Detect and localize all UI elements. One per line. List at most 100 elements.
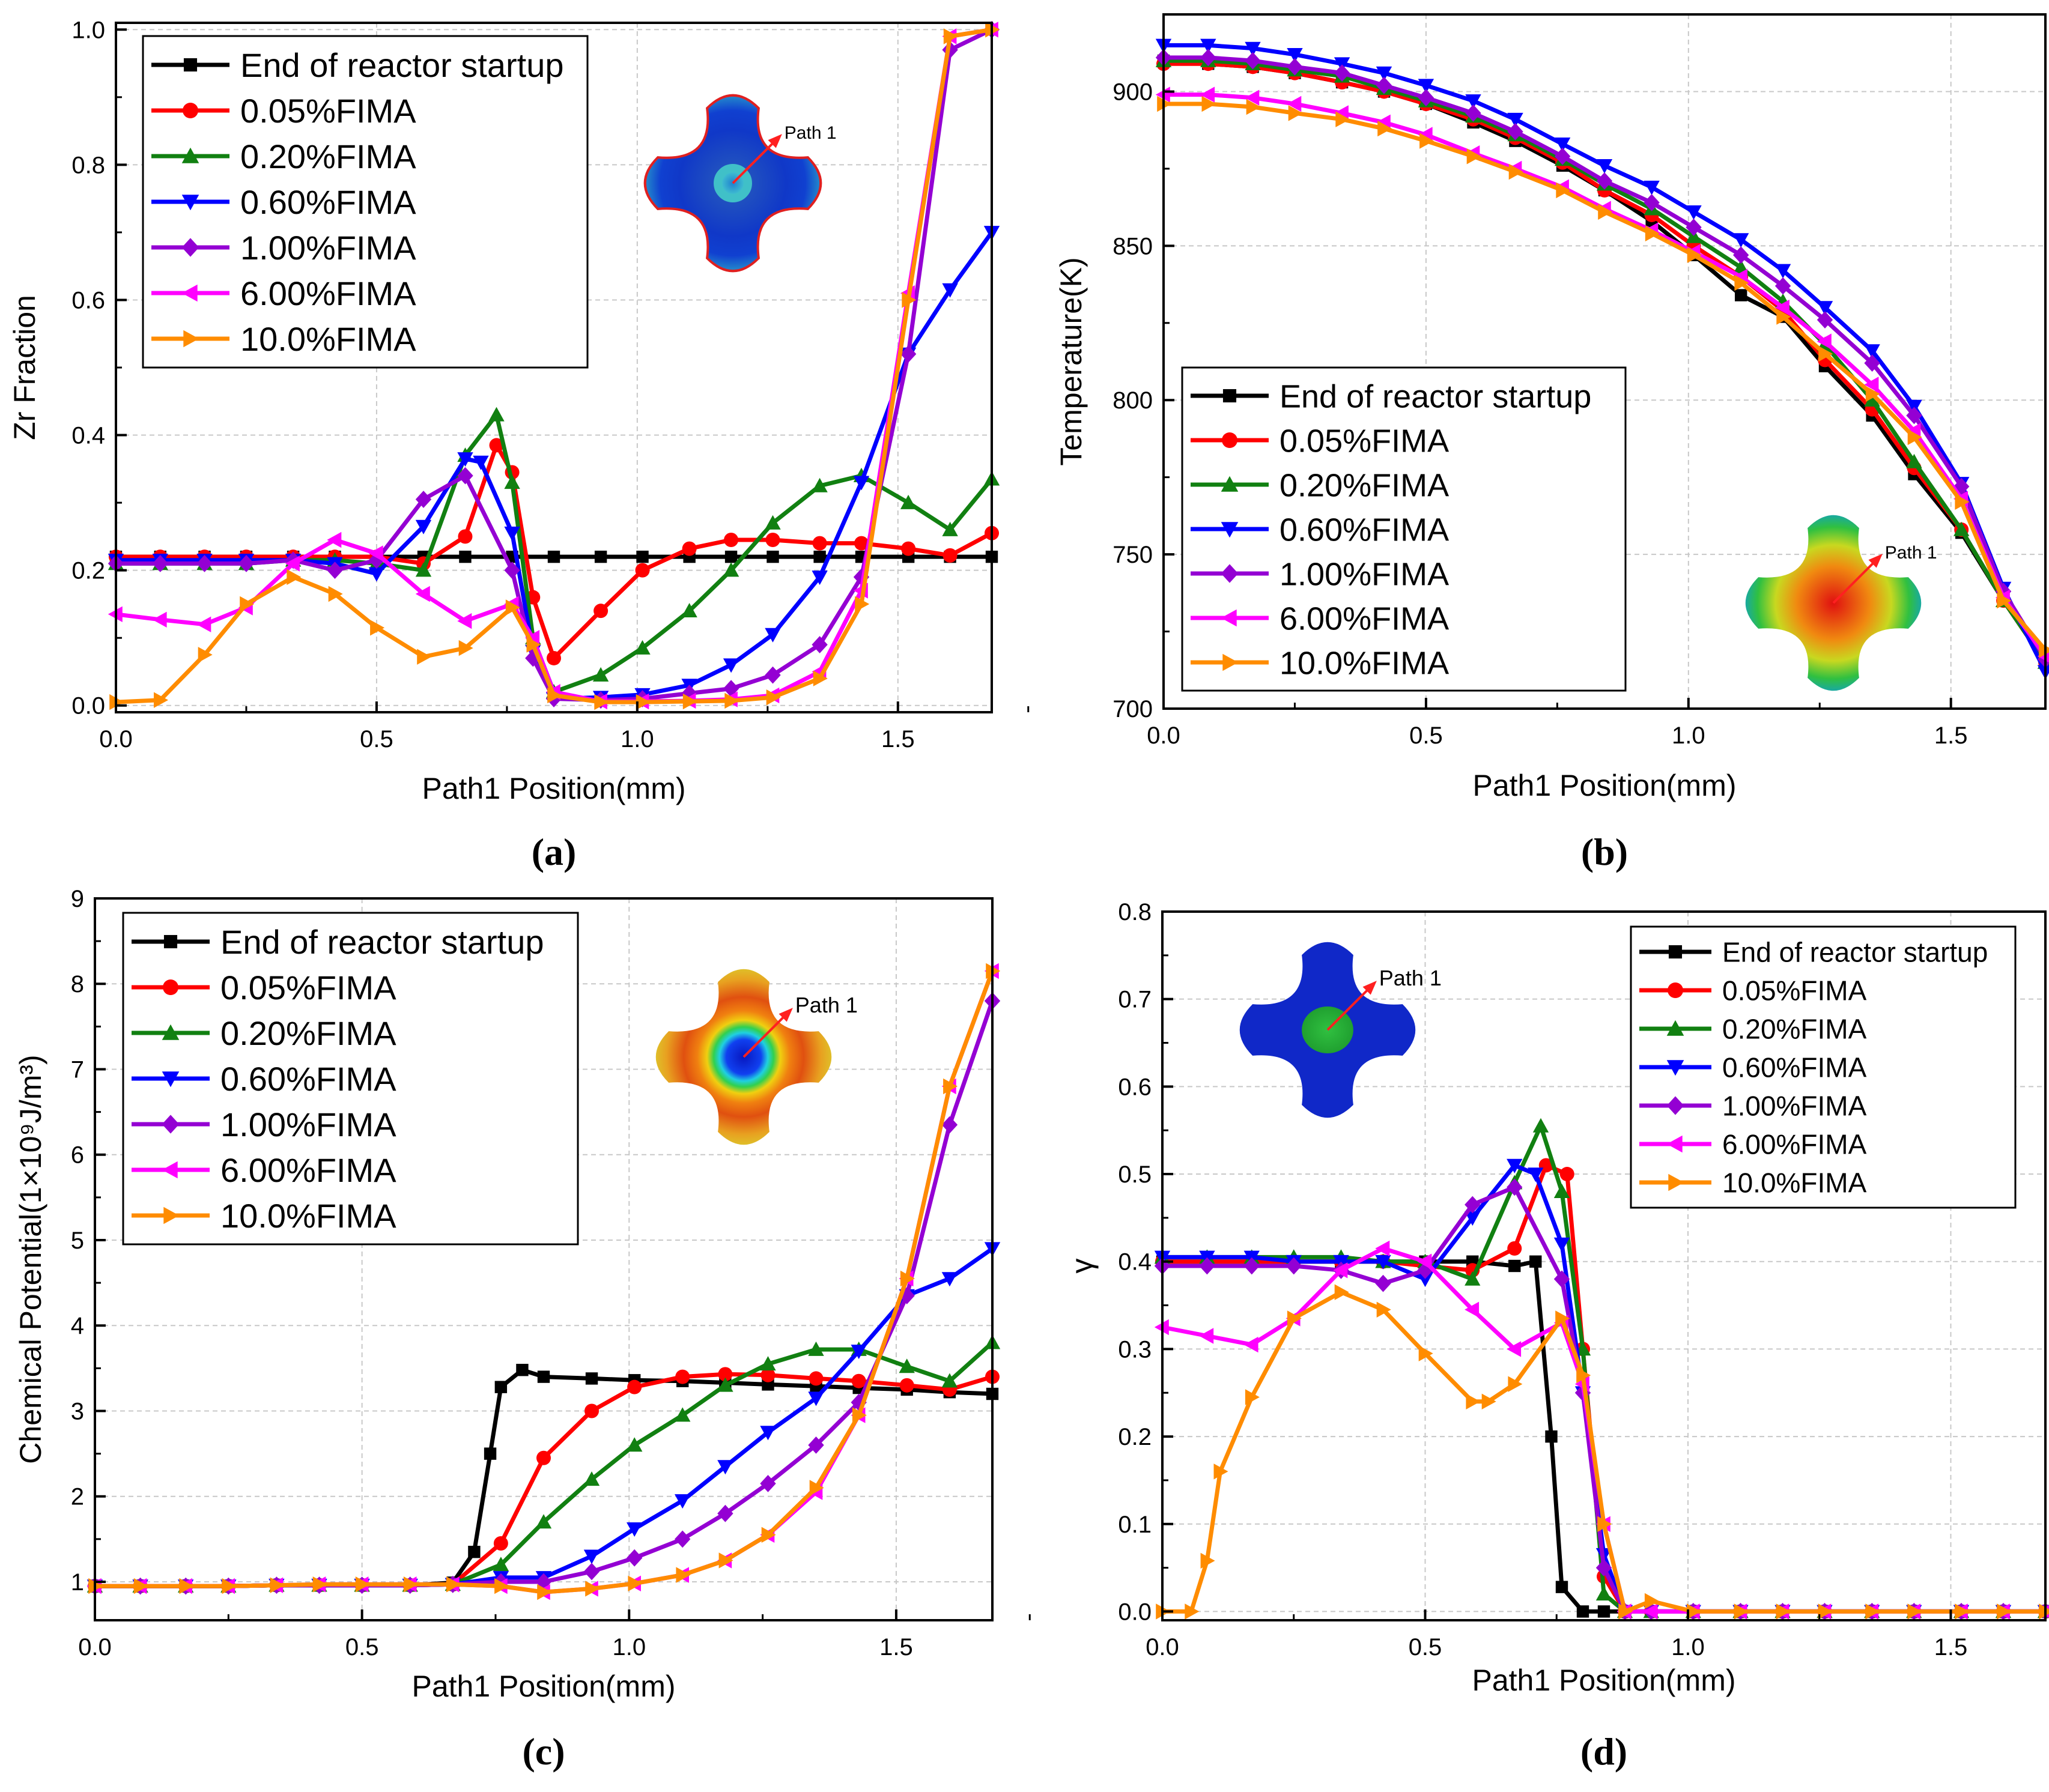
data-point (943, 1078, 958, 1095)
inset-cross-section: Path 1 (1745, 515, 1937, 691)
y-tick-label: 0.2 (1118, 1424, 1152, 1450)
data-point (1466, 1393, 1481, 1409)
y-tick-label: 700 (1113, 696, 1153, 722)
data-point (328, 586, 343, 602)
data-point (1201, 95, 1216, 112)
legend-marker (162, 1115, 180, 1134)
data-point (1559, 1167, 1574, 1182)
data-point (1818, 1603, 1833, 1620)
data-point (585, 1372, 598, 1385)
data-point (1507, 1178, 1523, 1196)
y-tick-label: 0.8 (1118, 899, 1152, 925)
x-axis-label: Path1 Position(mm) (1472, 1663, 1735, 1697)
data-point (1529, 1255, 1542, 1268)
data-point (900, 345, 917, 363)
data-point (468, 1546, 481, 1558)
data-point (760, 1475, 776, 1492)
legend-label: 10.0%FIMA (1279, 645, 1449, 681)
data-point (682, 693, 697, 710)
data-point (415, 491, 432, 508)
data-point (808, 1341, 824, 1356)
x-tick-label: 1.5 (881, 726, 915, 752)
y-tick-label: 0.4 (1118, 1249, 1152, 1276)
data-point (1643, 1603, 1658, 1620)
x-tick-label: 1.5 (1934, 1634, 1968, 1660)
legend-marker (183, 103, 198, 118)
data-point (1865, 386, 1880, 402)
data-point (766, 550, 779, 563)
legend-entry: 0.20%FIMA (132, 1014, 396, 1052)
y-axis-label: Zr Fraction (8, 295, 41, 440)
legend-entry: 0.60%FIMA (151, 183, 416, 221)
data-point (1734, 1603, 1749, 1620)
legend-entry: 10.0%FIMA (132, 1197, 396, 1235)
data-point (760, 1426, 776, 1441)
legend-marker (1668, 945, 1683, 959)
data-point (457, 613, 472, 629)
x-axis-label: Path1 Position(mm) (1472, 769, 1736, 802)
data-point (1245, 89, 1260, 106)
inset-path-arrow (1832, 557, 1879, 604)
data-point (1576, 1367, 1591, 1384)
data-point (717, 1460, 733, 1475)
legend-marker (183, 330, 199, 348)
data-point (525, 630, 540, 646)
legend-marker (1666, 1020, 1684, 1036)
legend-marker (181, 195, 199, 211)
data-point (854, 536, 869, 551)
legend-label: End of reactor startup (1279, 378, 1591, 414)
y-tick-label: 0.3 (1118, 1336, 1152, 1363)
legend-marker (181, 147, 199, 163)
legend-entry: 10.0%FIMA (151, 320, 416, 358)
data-point (238, 555, 255, 572)
legend-label: 1.00%FIMA (220, 1106, 396, 1143)
data-point (766, 689, 781, 706)
data-point (1528, 1167, 1544, 1182)
legend-entry: 6.00%FIMA (1639, 1129, 1867, 1160)
data-point (1335, 111, 1350, 127)
panel-label: (b) (1581, 831, 1628, 873)
data-point (1818, 346, 1833, 362)
data-point (1287, 1310, 1302, 1327)
data-point (583, 1563, 600, 1581)
data-point (851, 1393, 867, 1411)
data-point (1508, 163, 1523, 180)
data-point (717, 1504, 733, 1522)
y-tick-label: 900 (1113, 79, 1153, 105)
data-point (547, 550, 560, 563)
legend-entry: 0.20%FIMA (151, 138, 416, 175)
data-point (537, 1370, 550, 1383)
y-tick-label: 0.2 (71, 558, 105, 584)
data-point (1734, 274, 1749, 291)
data-point (473, 455, 489, 470)
inset-path-label: Path 1 (1379, 966, 1442, 990)
inset-arrow-head (1868, 554, 1883, 568)
legend-entry: 0.60%FIMA (1191, 512, 1449, 548)
y-tick-label: 0.1 (1118, 1512, 1152, 1538)
series-line (116, 28, 993, 703)
chart-gamma: 0.0 0.5 1.0 1.5 0.0 0.1 0.2 0.3 0.4 0.5 0.6 0.7 0.8 P… (1065, 899, 2049, 1773)
data-point (504, 474, 520, 489)
data-point (1687, 247, 1702, 263)
legend-label: 6.00%FIMA (1722, 1129, 1867, 1160)
data-point (516, 1364, 529, 1376)
data-point (1864, 377, 1879, 393)
series-10-0-fima (1157, 95, 2049, 658)
legend-entry: 1.00%FIMA (151, 229, 416, 267)
data-point (718, 1552, 733, 1569)
legend-entry: 0.05%FIMA (1639, 975, 1867, 1006)
legend-entry: 0.60%FIMA (1639, 1052, 1867, 1083)
inset-path-arrow (742, 1011, 789, 1058)
data-point (1334, 64, 1350, 82)
data-point (504, 526, 520, 541)
legend-label: 0.60%FIMA (240, 183, 416, 221)
data-point (809, 1371, 824, 1386)
legend-label: 0.05%FIMA (1279, 423, 1449, 459)
data-point (636, 694, 651, 710)
data-point (1595, 1559, 1612, 1576)
data-point (415, 586, 430, 602)
x-tick-label: 0.5 (1409, 722, 1443, 749)
data-point (943, 548, 958, 563)
data-point (594, 694, 609, 710)
